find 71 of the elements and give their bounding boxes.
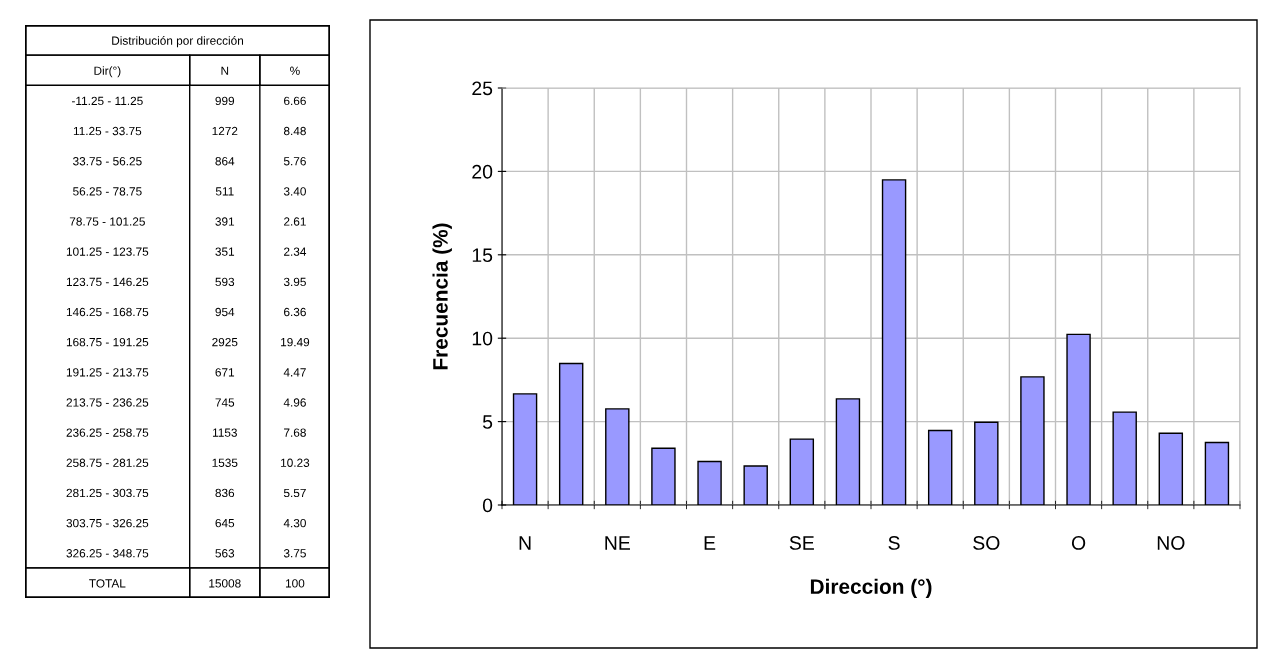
- data-label: 645: [215, 518, 235, 528]
- data-label: 391: [215, 217, 235, 226]
- data-label: 3.95: [283, 277, 306, 287]
- text: 15008: [209, 579, 241, 588]
- data-label: 19.49: [281, 337, 310, 347]
- category-label: 303.75 - 326.25: [66, 518, 149, 528]
- data-label: 5.76: [283, 157, 306, 166]
- text: Dir(°): [94, 66, 121, 78]
- x-tick-label: O: [1071, 536, 1086, 550]
- data-label: 4.96: [283, 398, 306, 407]
- data-label: 836: [215, 488, 235, 498]
- data-label: 8.48: [283, 126, 306, 136]
- text: Distribución por dirección: [112, 36, 244, 48]
- data-label: 671: [215, 368, 235, 377]
- data-label: 10.23: [281, 458, 310, 467]
- data-label: 4.47: [283, 368, 306, 377]
- data-label: 511: [215, 187, 234, 196]
- category-label: 236.25 - 258.75: [66, 428, 149, 437]
- x-tick-label: NE: [605, 536, 630, 550]
- y-tick-label: 20: [472, 164, 493, 179]
- data-label: 351: [215, 247, 235, 256]
- category-label: 101.25 - 123.75: [66, 247, 149, 256]
- x-tick-label: N: [519, 536, 531, 550]
- category-label: 123.75 - 146.25: [66, 277, 149, 287]
- category-label: 258.75 - 281.25: [66, 458, 149, 467]
- category-label: 11.25 - 33.75: [73, 126, 142, 136]
- category-label: 78.75 - 101.25: [69, 217, 145, 226]
- category-label: 168.75 - 191.25: [66, 337, 149, 347]
- text: TOTAL: [89, 579, 126, 588]
- y-tick-label: 10: [472, 331, 493, 346]
- y-tick-label: 5: [482, 415, 493, 429]
- data-label: 2.34: [284, 247, 307, 256]
- data-label: 2.61: [284, 217, 306, 226]
- data-label: 954: [215, 307, 235, 317]
- category-label: 213.75 - 236.25: [66, 398, 149, 407]
- category-label: 33.75 - 56.25: [73, 157, 142, 166]
- category-label: 326.25 - 348.75: [66, 549, 149, 558]
- y-axis-title: Frecuencia (%): [432, 223, 452, 370]
- text: 100: [285, 579, 305, 588]
- x-tick-label: NO: [1157, 536, 1185, 550]
- data-label: 745: [215, 398, 235, 407]
- category-label: 146.25 - 168.75: [66, 307, 149, 317]
- data-label: 6.66: [284, 96, 306, 106]
- y-tick-label: 25: [472, 81, 493, 96]
- data-label: 999: [215, 96, 235, 106]
- data-label: 5.57: [283, 488, 306, 498]
- category-label: -11.25 - 11.25: [71, 96, 143, 106]
- data-label: 1153: [212, 428, 237, 437]
- data-label: 2925: [212, 337, 238, 347]
- data-label: 593: [215, 277, 235, 287]
- category-label: 191.25 - 213.75: [66, 368, 149, 377]
- category-label: 281.25 - 303.75: [66, 488, 149, 498]
- x-axis-title: Direccion (°): [810, 578, 932, 599]
- y-tick-label: 15: [472, 248, 493, 263]
- data-label: 1272: [212, 126, 238, 136]
- data-label: 563: [215, 549, 235, 558]
- x-tick-label: S: [888, 536, 900, 550]
- y-tick-label: 0: [482, 498, 493, 513]
- data-label: 3.75: [283, 549, 306, 558]
- text: N: [221, 66, 229, 75]
- x-tick-label: SE: [789, 536, 814, 550]
- text: %: [290, 66, 300, 75]
- x-tick-label: E: [704, 536, 716, 550]
- category-label: 56.25 - 78.75: [73, 187, 142, 196]
- data-label: 4.30: [283, 518, 306, 528]
- data-label: 1535: [212, 458, 238, 467]
- data-label: 3.40: [283, 187, 306, 196]
- data-label: 6.36: [284, 307, 306, 317]
- x-tick-label: SO: [973, 536, 1000, 550]
- data-label: 864: [215, 157, 235, 166]
- data-label: 7.68: [284, 428, 306, 437]
